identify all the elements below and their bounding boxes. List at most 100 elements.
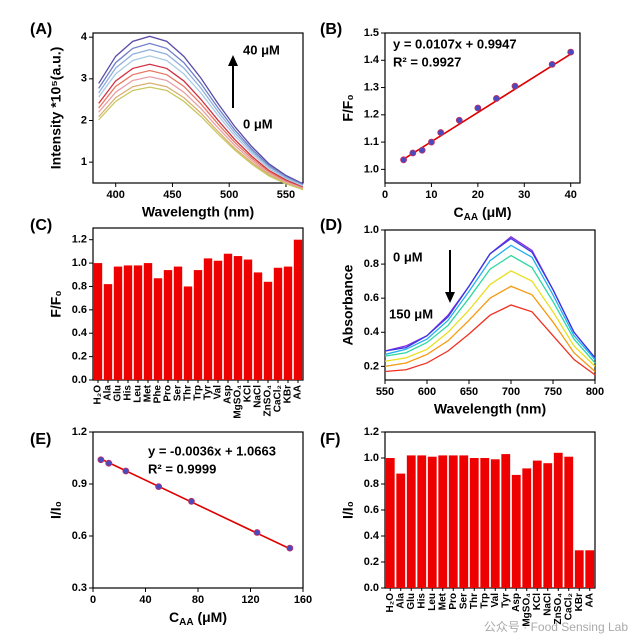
bar — [223, 253, 233, 380]
y-tick-label: 0.8 — [364, 478, 379, 490]
spectrum-line — [98, 55, 304, 187]
bar — [93, 263, 103, 380]
bar — [480, 458, 490, 588]
x-tick-label: 40 — [565, 189, 577, 201]
data-point — [567, 48, 575, 56]
bar — [143, 263, 153, 380]
data-point — [286, 544, 294, 552]
x-tick-label: 40 — [139, 594, 151, 606]
bar — [564, 456, 574, 588]
bar — [183, 286, 193, 380]
category-label: Ser — [458, 593, 469, 609]
category-label: AA — [293, 385, 304, 399]
bar — [153, 278, 163, 380]
x-axis-label-part: C — [453, 204, 463, 220]
bar — [553, 452, 563, 588]
y-tick-label: 1.0 — [72, 257, 87, 269]
data-point — [122, 467, 130, 475]
category-label: Leu — [133, 385, 144, 403]
spectrum-line — [98, 86, 304, 191]
category-label: Ala — [103, 385, 114, 401]
category-label: His — [416, 593, 427, 609]
y-axis-label: I/I₀ — [340, 501, 356, 519]
arrow-head — [228, 55, 238, 66]
data-point — [188, 497, 195, 505]
x-axis-label-part: (μM) — [194, 609, 227, 625]
bar — [283, 266, 293, 380]
bar — [469, 458, 479, 588]
category-label: Tyr — [203, 385, 214, 400]
data-point — [105, 459, 113, 467]
category-label: Trp — [479, 593, 490, 609]
bar — [263, 281, 273, 380]
category-label: Pro — [163, 385, 174, 402]
panel-label: (D) — [320, 217, 342, 234]
y-tick-label: 1.3 — [364, 81, 379, 93]
spectrum-line — [98, 42, 304, 186]
plot-frame — [92, 32, 304, 184]
category-label: KCl — [243, 385, 254, 402]
y-tick-label: 0.6 — [364, 504, 379, 516]
category-label: His — [123, 385, 134, 401]
category-label: Thr — [469, 593, 480, 609]
y-tick-label: 3 — [81, 73, 87, 85]
spectrum-line — [98, 76, 304, 190]
y-tick-label: 1.2 — [364, 426, 379, 438]
panel-label: (E) — [30, 431, 51, 448]
y-axis-label: I/I₀ — [48, 501, 64, 519]
data-point — [409, 149, 417, 157]
bar — [193, 270, 203, 380]
category-label: Val — [213, 385, 224, 400]
x-axis-label-part: AA — [179, 617, 193, 628]
y-tick-label: 1.1 — [364, 136, 379, 148]
panel-label: (C) — [30, 217, 52, 234]
x-tick-label: 750 — [544, 386, 562, 398]
category-label: Pro — [448, 593, 459, 610]
y-tick-label: 1.4 — [364, 54, 380, 66]
x-tick-label: 120 — [241, 594, 259, 606]
x-tick-label: 500 — [220, 189, 238, 201]
x-tick-label: 0 — [90, 594, 96, 606]
annotation: y = 0.0107x + 0.9947 — [393, 36, 517, 51]
category-label: KBr — [574, 593, 585, 611]
data-point — [493, 95, 500, 102]
category-label: MgSO₄ — [233, 385, 244, 419]
bar — [385, 458, 395, 588]
plot-frame — [384, 431, 596, 589]
y-tick-label: 0.9 — [72, 478, 87, 490]
y-axis-label: Intensity *10⁵(a.u.) — [48, 47, 64, 170]
category-label: Tyr — [500, 593, 511, 608]
x-tick-label: 80 — [192, 594, 204, 606]
category-label: MgSO₄ — [521, 593, 532, 627]
y-tick-label: 1.2 — [364, 109, 379, 121]
y-tick-label: 0.0 — [364, 582, 379, 594]
x-axis-label-part: C — [169, 609, 179, 625]
data-point — [155, 483, 163, 491]
bar — [103, 284, 113, 380]
bar — [501, 454, 511, 588]
x-tick-label: 650 — [460, 386, 478, 398]
bar — [133, 265, 143, 380]
y-tick-label: 0.6 — [364, 292, 379, 304]
spectrum-line — [384, 285, 596, 372]
y-tick-label: 1.2 — [72, 426, 87, 438]
bar — [448, 455, 458, 588]
category-label: Met — [143, 384, 154, 402]
category-label: Leu — [427, 593, 438, 611]
y-tick-label: 0.8 — [72, 280, 87, 292]
y-tick-label: 0.4 — [72, 327, 88, 339]
x-tick-label: 20 — [472, 189, 484, 201]
y-tick-label: 1.5 — [364, 27, 379, 39]
category-label: H₂O — [93, 385, 104, 405]
category-label: NaCl — [542, 593, 553, 616]
data-point — [455, 116, 463, 124]
x-axis-label-part: (μM) — [478, 204, 511, 220]
category-label: Asp — [223, 385, 234, 404]
data-point — [428, 138, 435, 146]
y-tick-label: 1.0 — [364, 452, 379, 464]
category-label: Glu — [113, 385, 124, 402]
y-tick-label: 1.0 — [364, 224, 379, 236]
spectrum-line — [98, 35, 304, 185]
data-point — [548, 60, 556, 68]
